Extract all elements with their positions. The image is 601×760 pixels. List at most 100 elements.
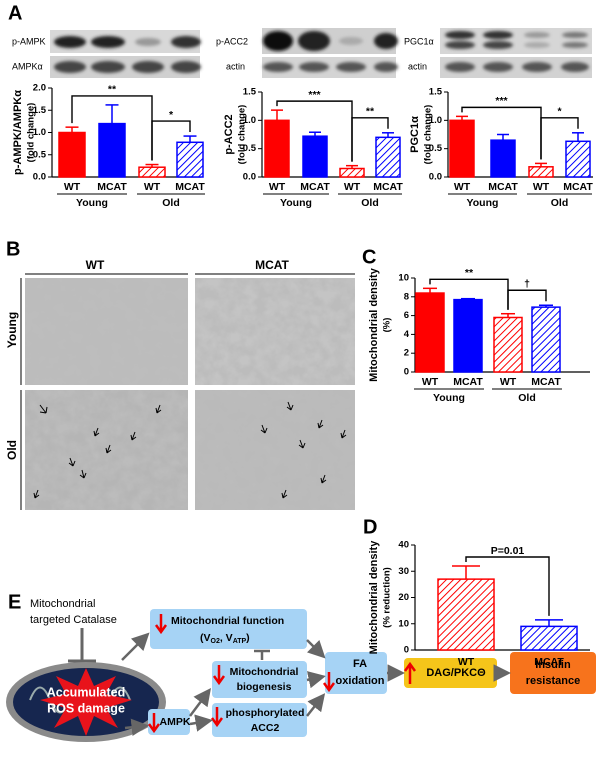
micrograph-arrows — [33, 401, 347, 499]
node-box — [148, 709, 190, 735]
bar — [375, 136, 401, 178]
panel-label: E — [8, 591, 21, 613]
group-label: Old — [518, 392, 536, 404]
node-label: resistance — [526, 675, 580, 687]
bar — [98, 122, 126, 178]
blot-bands — [54, 36, 201, 73]
node-label: (VO2, VATP) — [200, 632, 250, 645]
significance-label: ** — [465, 267, 474, 279]
y-axis-subtitle: (%) — [382, 318, 393, 333]
y-axis-title: Mitochondrial density — [368, 540, 380, 655]
y-tick-label: 6 — [404, 310, 409, 321]
bar — [520, 625, 578, 651]
blot-label: p-AMPK — [12, 36, 46, 46]
blot-label: actin — [408, 61, 427, 71]
bar — [302, 135, 328, 178]
down-arrow — [212, 665, 226, 686]
group-label: Young — [76, 197, 108, 209]
micrograph-texture — [195, 278, 355, 385]
y-tick-label: 2 — [404, 348, 409, 359]
column-label: WT — [86, 258, 105, 272]
bar — [528, 166, 554, 178]
panel-label: C — [362, 246, 376, 268]
x-tick-label: MCAT — [97, 181, 127, 193]
node-label: targeted Catalase — [30, 614, 117, 626]
significance-bracket — [351, 117, 389, 162]
panel-label: A — [8, 2, 22, 24]
y-axis-title: Mitochondrial density — [368, 267, 380, 382]
y-tick-label: 1.0 — [243, 115, 256, 126]
x-tick-label: MCAT — [300, 181, 330, 193]
column-label: MCAT — [255, 258, 289, 272]
down-arrow — [154, 614, 168, 635]
y-tick-label: 10 — [398, 618, 409, 629]
ros-burst — [40, 668, 132, 736]
bar — [58, 131, 86, 178]
y-tick-label: 2.0 — [33, 83, 46, 94]
bar — [449, 119, 475, 178]
y-tick-label: 0.5 — [243, 143, 257, 154]
significance-label: † — [524, 278, 530, 290]
group-label: Young — [433, 392, 465, 404]
node-label: AMPK — [160, 716, 191, 728]
node-label: DAG/PKCΘ — [426, 667, 486, 679]
x-tick-label: WT — [458, 656, 475, 668]
node-label-part: ATP — [233, 638, 247, 645]
significance-label: *** — [308, 89, 321, 101]
node-box — [510, 652, 596, 694]
x-tick-label: MCAT — [531, 376, 561, 388]
bar — [264, 119, 290, 178]
blot-bands — [263, 31, 398, 72]
x-tick-label: WT — [454, 181, 471, 193]
arrows — [121, 632, 511, 737]
y-tick-label: 1.5 — [33, 105, 47, 116]
bar — [437, 578, 495, 651]
blot-label: p-ACC2 — [216, 36, 248, 46]
x-tick-label: WT — [422, 376, 439, 388]
y-axis-title: PGC1α — [409, 116, 421, 153]
bar — [339, 167, 365, 178]
node-label: Accumulated — [47, 685, 126, 699]
bar — [565, 140, 591, 178]
y-axis-subtitle: (fold change) — [423, 105, 434, 165]
y-axis-title: p-ACC2 — [223, 114, 235, 154]
node-label: Mitochondrial — [230, 666, 299, 678]
blot-label: PGC1α — [404, 36, 434, 46]
node-label: Mitochondrial function — [171, 615, 284, 627]
x-tick-label: WT — [344, 181, 361, 193]
micrograph-group: WT MCAT Young Old — [5, 258, 355, 510]
x-tick-label: WT — [269, 181, 286, 193]
bar — [138, 166, 166, 178]
panel-label: B — [6, 238, 20, 260]
significance-bracket — [151, 120, 191, 161]
blot-strip — [440, 57, 592, 78]
diagram: Mitochondrial targeted Catalase Accumula… — [6, 598, 596, 742]
bar — [453, 298, 483, 373]
bar — [176, 141, 204, 178]
node-box — [404, 658, 497, 688]
group-label: Old — [361, 197, 379, 209]
node-box — [212, 661, 307, 698]
bar — [531, 306, 561, 373]
y-tick-label: 30 — [398, 566, 409, 577]
node-label: FA — [353, 658, 367, 670]
blot-label: actin — [226, 61, 245, 71]
node-label-part: ) — [246, 632, 250, 644]
y-tick-label: 0.5 — [429, 143, 443, 154]
node-label: oxidation — [336, 675, 385, 687]
blot-label: AMPKα — [12, 61, 43, 71]
y-axis-subtitle: (fold change) — [26, 103, 37, 163]
x-tick-label: WT — [533, 181, 550, 193]
blot-bands — [445, 31, 589, 72]
significance-bracket — [465, 556, 550, 616]
up-arrow — [403, 661, 417, 684]
significance-label: P=0.01 — [491, 545, 525, 557]
node-label: Mitochondrial — [30, 598, 95, 610]
significance-label: ** — [366, 106, 375, 118]
blot-strip — [262, 57, 396, 78]
blot-strip — [50, 30, 200, 53]
node-box — [150, 609, 307, 649]
down-arrow — [147, 713, 161, 734]
significance-bracket — [507, 289, 547, 310]
